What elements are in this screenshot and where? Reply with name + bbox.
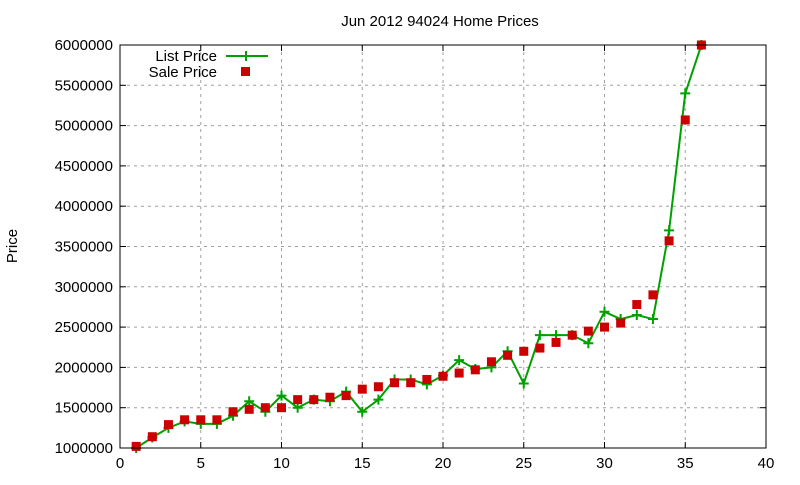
y-tick-label: 5000000	[55, 118, 113, 135]
sale-price-point	[406, 378, 416, 388]
x-tick-label: 20	[435, 455, 452, 472]
list-price-point	[664, 225, 675, 236]
legend-square-marker	[241, 67, 250, 76]
sale-price-point	[664, 236, 674, 246]
sale-price-point	[373, 382, 383, 392]
x-tick-label: 25	[515, 455, 532, 472]
sale-price-point	[293, 395, 303, 405]
sale-price-point	[551, 337, 561, 347]
list-price-point	[680, 88, 691, 99]
y-tick-label: 5500000	[55, 77, 113, 94]
sale-price-point	[422, 374, 432, 384]
sale-price-point	[648, 290, 658, 300]
y-tick-label: 1500000	[55, 400, 113, 417]
sale-price-point	[131, 441, 141, 451]
sale-price-point	[486, 357, 496, 367]
plot-frame	[119, 44, 767, 449]
list-price-point	[647, 314, 658, 325]
y-tick-label: 3000000	[55, 279, 113, 296]
sale-price-point	[277, 403, 286, 413]
sale-price-point	[616, 318, 626, 328]
y-tick-label: 3500000	[55, 239, 113, 256]
sale-price-point	[567, 330, 577, 340]
legend-plus-marker	[241, 51, 251, 61]
list-price-line	[135, 44, 703, 449]
y-tick-label: 1000000	[55, 440, 113, 457]
sale-price-point	[454, 368, 464, 378]
list-price-point	[292, 402, 303, 413]
sale-price-point	[535, 343, 545, 353]
y-tick-label: 2000000	[55, 359, 113, 376]
list-price-point	[454, 355, 465, 366]
x-tick-label: 0	[116, 455, 124, 472]
list-price-point	[583, 338, 594, 349]
legend: List Price Sale Price	[149, 48, 268, 81]
y-axis-label: Price	[4, 229, 21, 263]
sale-price-point	[470, 365, 480, 375]
legend-label-sale: Sale Price	[149, 64, 217, 81]
sale-price-point	[196, 415, 206, 425]
chart-title: Jun 2012 94024 Home Prices	[341, 13, 539, 30]
list-price-point	[357, 406, 368, 417]
list-price-point	[534, 330, 545, 341]
x-tick-label: 5	[197, 455, 205, 472]
y-tick-label: 4500000	[55, 158, 113, 175]
sale-price-point	[228, 407, 238, 417]
y-tick-label: 6000000	[55, 37, 113, 54]
sale-price-point	[325, 392, 335, 402]
x-tick-label: 10	[273, 455, 290, 472]
x-tick-label: 40	[758, 455, 775, 472]
sale-price-point	[244, 404, 254, 414]
sale-price-point	[583, 326, 593, 336]
x-tick-label: 35	[677, 455, 694, 472]
x-tick-label: 15	[354, 455, 371, 472]
list-price-point	[599, 306, 610, 317]
list-price-point	[373, 394, 384, 405]
list-price-point	[244, 396, 255, 407]
sale-price-point	[600, 322, 609, 332]
sale-price-point	[680, 115, 690, 125]
list-price-point	[518, 378, 529, 389]
sale-price-point	[212, 415, 222, 425]
sale-price-point	[357, 384, 367, 394]
sale-price-point	[163, 420, 173, 430]
sale-price-point	[390, 378, 400, 388]
sale-price-point	[503, 350, 513, 360]
legend-label-list: List Price	[155, 48, 217, 65]
list-price-point	[631, 310, 642, 321]
sale-price-point	[341, 391, 351, 401]
sale-price-point	[147, 432, 157, 442]
y-tick-label: 2500000	[55, 319, 113, 336]
sale-price-point	[180, 415, 190, 425]
list-price-point	[276, 390, 287, 401]
sale-price-point	[519, 346, 529, 356]
sale-price-point	[309, 395, 319, 405]
x-tick-label: 30	[596, 455, 613, 472]
y-tick-label: 4000000	[55, 198, 113, 215]
sale-price-point	[632, 300, 642, 310]
sale-price-point	[260, 403, 270, 413]
sale-price-point	[438, 371, 448, 381]
